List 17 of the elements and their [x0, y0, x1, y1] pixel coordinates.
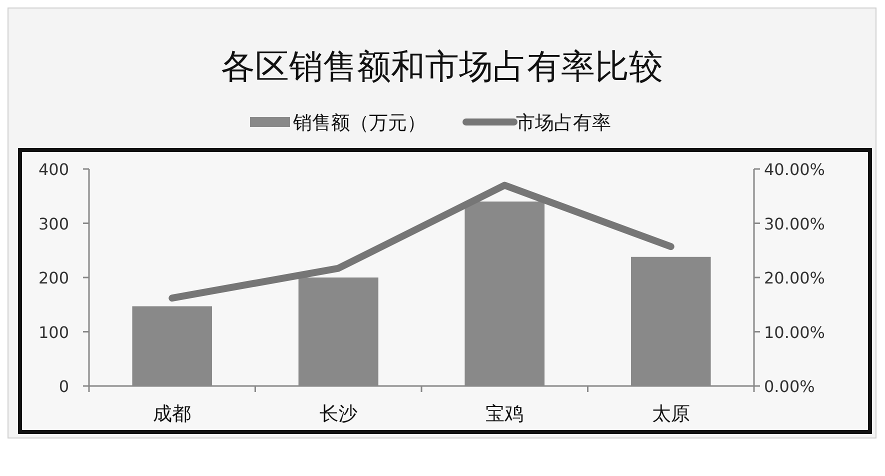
legend-label: 市场占有率: [516, 112, 611, 134]
y2-tick-label: 10.00%: [764, 322, 826, 342]
x-tick-label: 宝鸡: [486, 403, 524, 425]
y-tick-label: 100: [38, 322, 69, 342]
y-tick-label: 0: [58, 377, 69, 396]
legend-label: 销售额（万元）: [292, 112, 426, 134]
y2-tick-label: 30.00%: [764, 214, 826, 234]
y2-tick-label: 40.00%: [764, 160, 826, 179]
y-tick-label: 300: [38, 214, 69, 234]
y-tick-label: 400: [38, 160, 69, 179]
chart-title: 各区销售额和市场占有率比较: [221, 47, 663, 87]
x-tick-label: 成都: [153, 403, 192, 425]
x-tick-label: 长沙: [319, 403, 358, 425]
x-tick-label: 太原: [652, 403, 690, 425]
y2-tick-label: 20.00%: [764, 268, 826, 288]
y2-tick-label: 0.00%: [764, 377, 815, 396]
y-tick-label: 200: [38, 268, 69, 288]
